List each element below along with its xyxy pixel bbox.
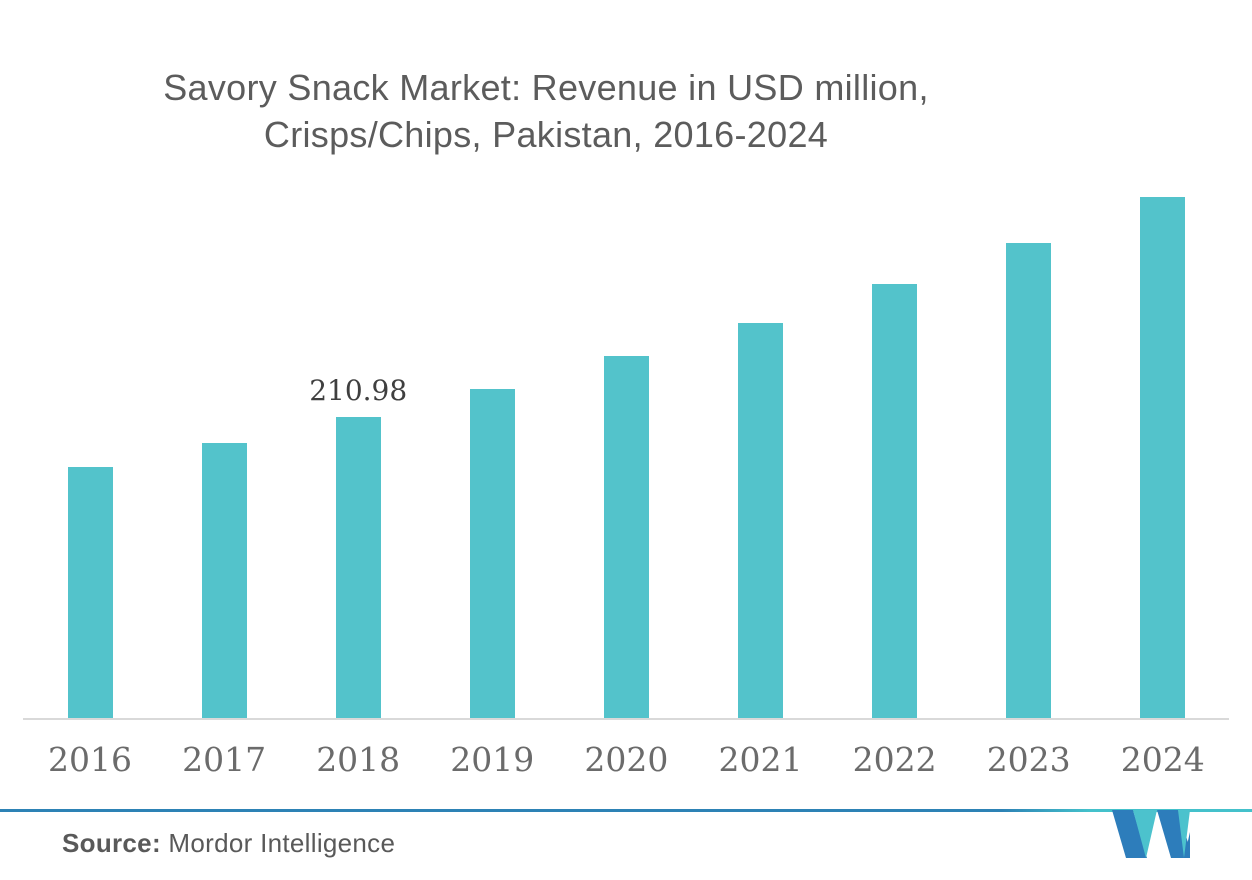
logo-blue-corner-triangle — [1184, 832, 1190, 858]
source-text: Mordor Intelligence — [160, 828, 396, 858]
bar-2023 — [1006, 242, 1052, 718]
chart-title-line1: Savory Snack Market: Revenue in USD mill… — [163, 67, 929, 108]
x-tick-label-2021: 2021 — [718, 740, 803, 779]
x-tick-label-2019: 2019 — [450, 740, 535, 779]
chart-title: Savory Snack Market: Revenue in USD mill… — [0, 64, 1092, 158]
bar-2021 — [738, 322, 783, 718]
x-tick-label-2024: 2024 — [1120, 740, 1205, 779]
chart-title-line2: Crisps/Chips, Pakistan, 2016-2024 — [263, 114, 829, 155]
bar-2017 — [201, 442, 247, 718]
x-tick-label-2017: 2017 — [182, 740, 267, 779]
footer-accent-line — [0, 809, 1252, 812]
x-tick-label-2023: 2023 — [986, 740, 1071, 779]
bar-2016 — [67, 466, 113, 718]
bar-2022 — [872, 283, 918, 718]
mordor-intelligence-logo — [1112, 810, 1190, 858]
source-label: Source: — [62, 828, 161, 858]
x-axis-line — [23, 718, 1229, 720]
logo-blue-right-stroke — [1157, 810, 1190, 858]
source-attribution: Source: Mordor Intelligence — [62, 828, 395, 859]
bar-2018 — [335, 417, 381, 718]
logo-teal-middle-wedge — [1133, 810, 1157, 858]
x-tick-label-2016: 2016 — [48, 740, 132, 779]
x-tick-label-2022: 2022 — [852, 740, 937, 779]
logo-blue-left-stroke — [1112, 810, 1147, 858]
bar-2024 — [1140, 196, 1186, 718]
bar-2019 — [469, 389, 515, 718]
bar-2020 — [603, 355, 649, 718]
x-tick-label-2018: 2018 — [316, 740, 401, 779]
data-label-2018: 210.98 — [309, 374, 408, 407]
x-tick-label-2020: 2020 — [584, 740, 669, 779]
logo-teal-right-wedge — [1178, 810, 1190, 858]
